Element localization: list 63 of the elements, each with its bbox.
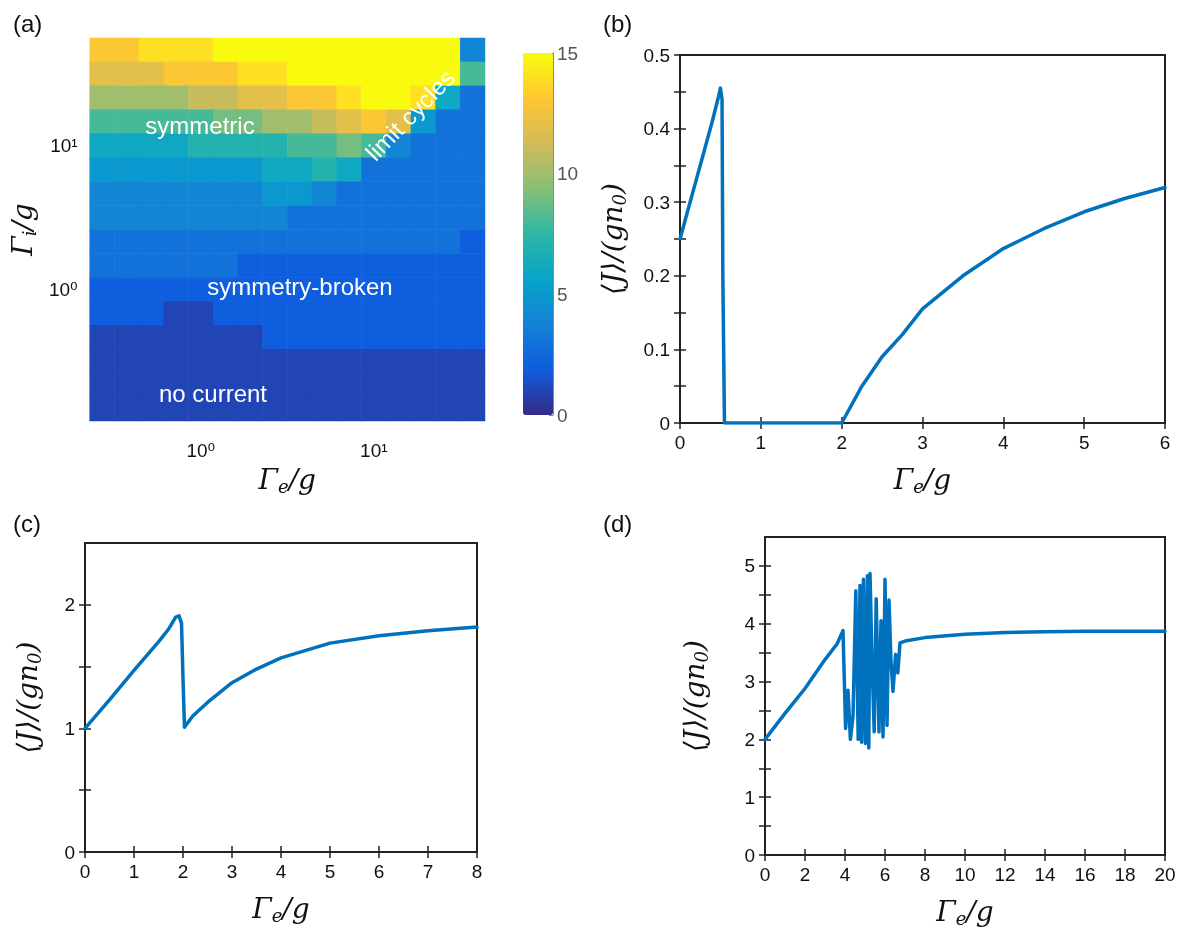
x-tick-label: 2 (799, 864, 811, 885)
x-tick-label: 16 (1074, 864, 1096, 885)
chart-title: (d) (603, 509, 633, 537)
line-series (763, 571, 1167, 750)
y-tick-label: 0.5 (643, 44, 670, 66)
x-tick-label: 4 (998, 432, 1010, 453)
y-tick-label: 1 (64, 717, 75, 739)
y-tick-label: 5 (744, 555, 755, 577)
chart-title: (a) (13, 9, 43, 37)
y-tick-label: 1 (744, 786, 755, 808)
x-tick-label: 1 (128, 861, 140, 882)
line-series (83, 614, 479, 731)
y-tick-label: 0.1 (643, 338, 670, 360)
annotation: symmetric (145, 111, 255, 139)
y-tick-label: 0 (744, 844, 755, 866)
x-tick-label: 3 (917, 432, 928, 453)
x-tick-label: 4 (839, 864, 851, 885)
y-axis-title: Γi/g (5, 203, 40, 257)
x-tick-label: 4 (275, 861, 287, 882)
line-series (678, 86, 1167, 425)
x-tick-label: 0 (674, 432, 686, 453)
color-bar-label: 5 (557, 283, 568, 305)
y-tick-label: 2 (64, 594, 75, 616)
y-axis-title: ⟨J⟩/(gn0) (595, 183, 630, 295)
x-tick-label: 14 (1034, 864, 1056, 885)
x-tick-label: 6 (879, 864, 891, 885)
color-bar-label: 0 (557, 404, 568, 426)
x-tick-label: 2 (836, 432, 847, 453)
y-tick-label: 0.4 (643, 118, 671, 140)
y-tick-label: 3 (744, 671, 755, 693)
x-tick-label: 8 (471, 861, 483, 882)
y-tick-label: 2 (744, 728, 755, 750)
y-tick-label: 4 (744, 613, 756, 635)
x-tick-label: 8 (919, 864, 931, 885)
x-tick-label: 10 (954, 864, 976, 885)
y-tick-label: 10¹ (50, 135, 78, 157)
y-tick-label: 0.3 (643, 191, 670, 213)
x-tick-label: 12 (994, 864, 1016, 885)
x-tick-label: 0 (759, 864, 771, 885)
x-tick-label: 3 (226, 861, 238, 882)
x-tick-label: 6 (373, 861, 385, 882)
y-tick-label: 10⁰ (48, 278, 78, 300)
x-tick-label: 0 (79, 861, 91, 882)
x-tick-label: 20 (1154, 864, 1176, 885)
y-tick-label: 0 (659, 412, 670, 434)
x-tick-label: 5 (324, 861, 336, 882)
x-tick-label: 10⁰ (186, 440, 216, 461)
y-axis-title: ⟨J⟩/(gn0) (677, 640, 712, 752)
y-tick-label: 0.2 (643, 265, 670, 287)
x-tick-label: 18 (1114, 864, 1136, 885)
y-tick-label: 0 (64, 841, 75, 863)
color-bar-label: 10 (557, 163, 579, 185)
x-tick-label: 6 (1159, 432, 1171, 453)
annotation: symmetry-broken (207, 272, 393, 300)
x-tick-label: 7 (422, 861, 434, 882)
x-tick-label: 2 (177, 861, 189, 882)
annotation: no current (158, 379, 268, 407)
x-tick-label: 5 (1078, 432, 1090, 453)
y-axis-title: ⟨J⟩/(gn0) (10, 641, 45, 754)
chart-title: (b) (603, 9, 633, 37)
color-bar-label: 15 (557, 42, 579, 64)
x-tick-label: 10¹ (360, 440, 388, 461)
chart-title: (c) (13, 509, 41, 537)
